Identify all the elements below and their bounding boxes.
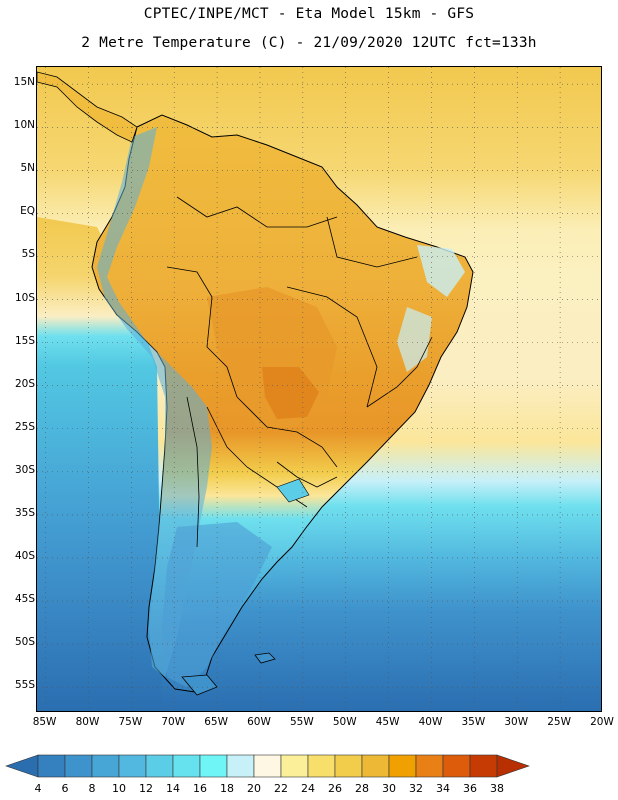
latitude-label: 45S [14,593,35,606]
colorbar-cell [361,754,390,778]
colorbar-cell [91,754,120,778]
longitude-label: 60W [247,716,271,728]
longitude-label: 20W [590,716,614,728]
colorbar-cell [253,754,282,778]
colorbar-label: 10 [112,782,126,795]
colorbar-label: 18 [220,782,234,795]
colorbar-cell [469,754,498,778]
latitude-label: 25S [14,420,35,433]
longitude-label: 35W [461,716,486,728]
map-subtitle: 2 Metre Temperature (C) - 21/09/2020 12U… [81,35,537,51]
colorbar [5,754,530,778]
lagoa-dos-patos [276,478,310,503]
e-brazil-cool-patch [397,307,432,372]
latitude-label: 10N [13,119,35,132]
latitude-label: 55S [14,679,35,692]
latitude-label: EQ [20,205,35,218]
latitude-label: 50S [14,636,35,649]
colorbar-label: 22 [274,782,288,795]
latitude-label: 20S [14,377,35,390]
latitude-label: 10S [14,291,35,304]
colorbar-cell [307,754,336,778]
longitude-label: 65W [204,716,228,728]
ne-brazil-cool-patch [417,245,465,297]
colorbar-label: 4 [34,782,42,795]
longitude-label: 25W [547,716,571,728]
colorbar-cell [415,754,444,778]
colorbar-label: 6 [61,782,69,795]
patagonia-cold [162,522,272,687]
colorbar-cell [64,754,93,778]
latitude-label: 15N [13,76,35,89]
latitude-label: 30S [14,463,35,476]
country-borders [166,196,433,548]
longitude-label: 85W [32,716,57,728]
map-panel [36,66,602,712]
longitude-label: 40W [418,716,443,728]
longitude-label: 30W [504,716,529,728]
colorbar-label: 28 [355,782,369,795]
longitude-label: 80W [75,716,100,728]
colorbar-label: 16 [193,782,207,795]
colorbar-cell [145,754,174,778]
colorbar-cell [199,754,228,778]
colorbar-label: 36 [463,782,477,795]
longitude-label: 75W [118,716,143,728]
colorbar-label: 32 [409,782,423,795]
latitude-label: 35S [14,506,35,519]
colorbar-label: 26 [328,782,342,795]
longitude-label: 70W [161,716,186,728]
longitude-label: 50W [332,716,357,728]
colorbar-min-arrow [5,754,39,778]
colorbar-max-arrow [496,754,530,778]
latitude-label: 5S [21,248,35,261]
colorbar-cell [280,754,309,778]
latitude-label: 40S [14,549,35,562]
colorbar-cell [226,754,255,778]
colorbar-label: 12 [139,782,153,795]
colorbar-label: 8 [88,782,96,795]
colorbar-cell [442,754,471,778]
colorbar-label: 14 [166,782,180,795]
latitude-label: 15S [14,334,35,347]
colorbar-label: 24 [301,782,315,795]
colorbar-label: 38 [490,782,504,795]
colorbar-cell [334,754,363,778]
longitude-label: 55W [289,716,314,728]
colorbar-label: 20 [247,782,261,795]
temperature-map [37,67,601,711]
colorbar-label: 34 [436,782,450,795]
latitude-label: 5N [20,162,35,175]
pacific-ocean [37,217,162,711]
map-title: CPTEC/INPE/MCT - Eta Model 15km - GFS [143,6,475,22]
colorbar-cell [388,754,417,778]
colorbar-cell [37,754,66,778]
longitude-label: 45W [375,716,400,728]
falkland-islands [254,652,276,664]
colorbar-cell [172,754,201,778]
hottest-region [262,367,319,419]
colorbar-cell [118,754,147,778]
colorbar-label: 30 [382,782,396,795]
